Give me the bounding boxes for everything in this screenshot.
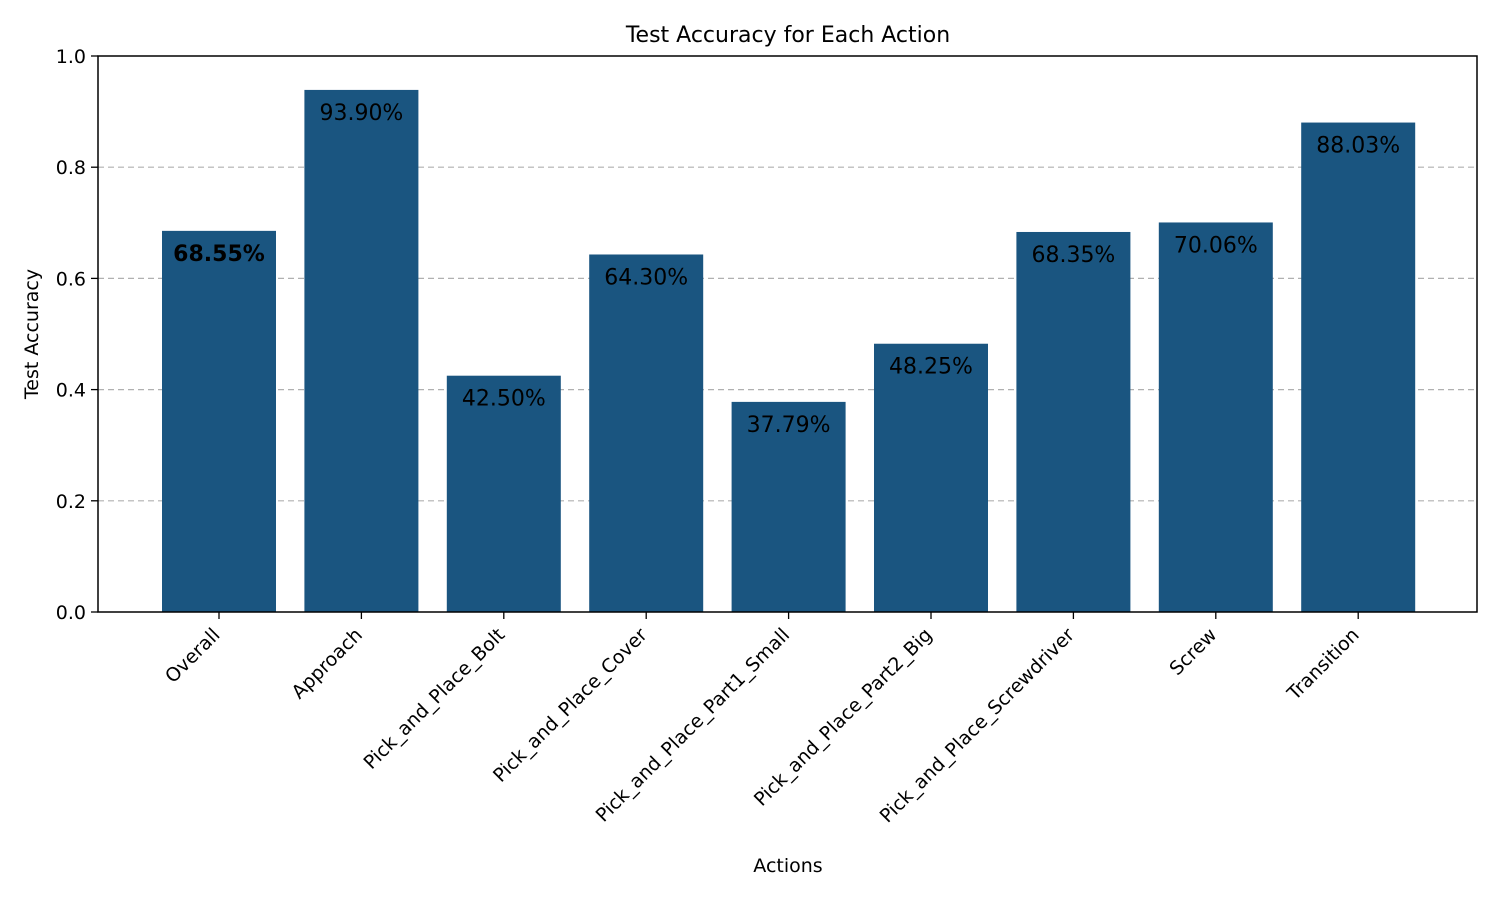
y-tick-label: 1.0 (56, 46, 86, 68)
x-tick-label: Transition (1282, 624, 1363, 705)
bar-overall (162, 230, 276, 612)
x-tick-label: Pick_and_Place_Bolt (359, 624, 509, 774)
bar-value-label: 37.79% (747, 413, 831, 438)
bar-transition (1301, 122, 1416, 613)
bar-value-label: 64.30% (604, 265, 688, 290)
y-tick-label: 0.0 (56, 602, 86, 624)
x-tick-label: Approach (288, 624, 367, 703)
bar-value-label: 42.50% (462, 387, 546, 412)
x-tick-label: Pick_and_Place_Cover (489, 624, 652, 787)
y-tick-label: 0.4 (56, 380, 86, 402)
y-tick-label: 0.6 (56, 268, 86, 290)
bar-value-label: 68.55% (173, 242, 265, 267)
bar-pick-and-place-screwdriver (1016, 231, 1131, 612)
y-axis-label: Test Accuracy (21, 269, 43, 400)
bar-pick-and-place-bolt (446, 375, 561, 612)
x-axis-label: Actions (753, 855, 822, 877)
bar-value-label: 93.90% (319, 101, 403, 126)
x-tick-label: Screw (1165, 624, 1221, 680)
plot-frame (97, 55, 1478, 613)
data-labels: 68.55% 93.90% 42.50% 64.30% 37.79% 48.25% 68.3… (173, 101, 1400, 438)
bar-value-label: 70.06% (1174, 233, 1258, 258)
bar-value-label: 68.35% (1031, 243, 1115, 268)
chart-title: Test Accuracy for Each Action (625, 23, 950, 48)
bar-pick-and-place-part2-big (874, 343, 988, 612)
x-tick-label: Overall (161, 624, 225, 688)
bar-pick-and-place-part1-small (731, 401, 846, 612)
bar-screw (1158, 222, 1273, 612)
bar-approach (304, 89, 419, 612)
bar-value-label: 48.25% (889, 355, 973, 380)
bar-value-label: 88.03% (1316, 134, 1400, 159)
bar-pick-and-place-cover (589, 254, 704, 612)
bars (162, 89, 1416, 613)
y-tick-label: 0.8 (56, 157, 86, 179)
y-tick-label: 0.2 (56, 491, 86, 513)
